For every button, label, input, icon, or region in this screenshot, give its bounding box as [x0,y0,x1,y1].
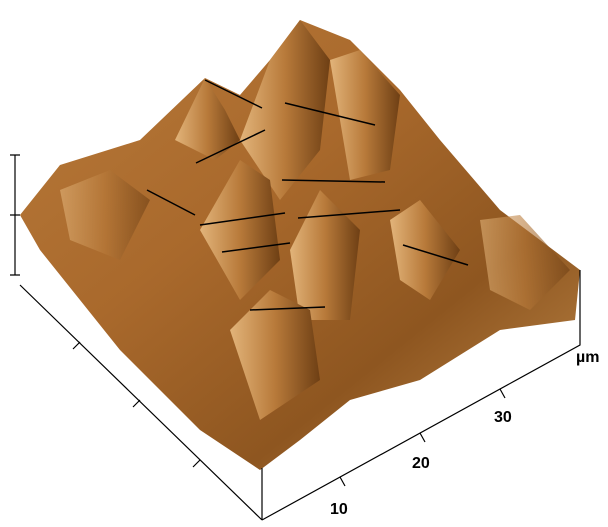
annotation-line [221,242,291,253]
y-axis [261,270,581,521]
tick-label: 20 [412,455,430,472]
annotations [146,79,469,311]
z-axis [10,154,20,276]
surface [20,20,580,470]
annotation-line [281,179,386,183]
annotation-line [199,212,286,226]
axes: 10 20 30 µm [10,154,599,521]
x-axis [19,284,263,521]
tick-label: 30 [494,409,512,426]
unit-label: µm [576,349,599,366]
annotation-line [146,189,196,216]
annotation-line [297,209,401,219]
annotation-line [249,306,326,311]
annotation-line [284,102,376,126]
annotation-line [195,129,266,164]
annotation-line [204,79,263,109]
tick-label: 10 [330,501,348,518]
annotation-line [402,244,469,266]
